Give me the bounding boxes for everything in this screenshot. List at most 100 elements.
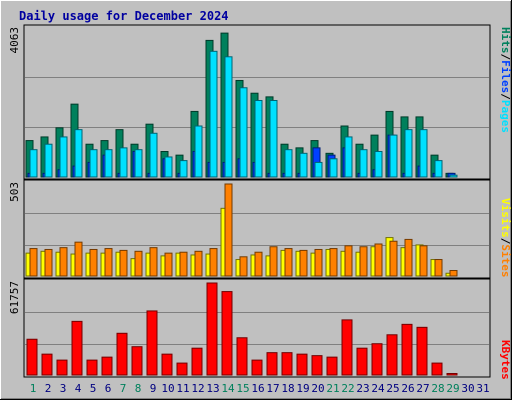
panel-frames [23, 24, 491, 378]
x-tick-label: 16 [251, 382, 264, 395]
pages-bar [224, 56, 233, 178]
kbytes-bar [161, 353, 173, 376]
kbytes-bar [26, 338, 38, 376]
sites-bar [389, 240, 398, 277]
x-tick-label: 25 [386, 382, 399, 395]
sites-bar [299, 249, 308, 277]
kbytes-bar [416, 326, 428, 376]
sites-bar [359, 246, 368, 277]
pages-bar [134, 149, 143, 178]
sites-bar [284, 248, 293, 277]
x-tick-label: 1 [30, 382, 37, 395]
sites-bar [269, 246, 278, 277]
kbytes-bar [41, 353, 53, 376]
legend-hits: Hits [499, 27, 512, 54]
x-tick-label: 28 [431, 382, 444, 395]
x-tick-label: 19 [296, 382, 309, 395]
x-tick-label: 13 [206, 382, 219, 395]
sites-bar [149, 247, 158, 277]
legend-sites: Sites [499, 244, 512, 277]
pages-bar [299, 152, 308, 178]
kbytes-bar [371, 343, 383, 376]
x-tick-label: 17 [266, 382, 279, 395]
kbytes-max-label: 61757 [8, 281, 21, 314]
x-axis-labels: 1 2 3 4 5 6 7 8 9 10 11 12 13 14 15 16 17 18 19 20 21 22 23 24 2… [30, 382, 490, 395]
x-tick-label: 30 [461, 382, 474, 395]
sites-bar [374, 243, 383, 277]
x-tick-label: 18 [281, 382, 294, 395]
x-tick-label: 24 [371, 382, 385, 395]
sites-bar [44, 248, 53, 277]
pages-bar [389, 134, 398, 178]
kbytes-bar [356, 347, 368, 376]
hits-max-label: 4063 [8, 27, 21, 54]
legend-pages: Pages [499, 100, 512, 133]
legend-hits-panel: Hits/Files/Pages [499, 27, 512, 133]
legend-kbytes-panel: KBytes [499, 340, 512, 380]
kbytes-bar [191, 347, 203, 376]
sites-bar [434, 259, 443, 277]
sites-bar [209, 248, 218, 277]
sites-bar [74, 241, 83, 277]
legend-visits: Visits [499, 198, 512, 238]
pages-bar [434, 160, 443, 178]
pages-bar [404, 129, 413, 178]
sites-bar [119, 249, 128, 277]
sites-bar [134, 250, 143, 277]
bars-layer [25, 32, 458, 376]
sites-bar [29, 248, 38, 277]
sites-bar [59, 247, 68, 277]
kbytes-bar [266, 352, 278, 376]
pages-bar [119, 147, 128, 178]
kbytes-bar [311, 355, 323, 376]
x-tick-label: 8 [135, 382, 142, 395]
kbytes-bar [251, 359, 263, 376]
kbytes-bar [401, 323, 413, 376]
kbytes-bar [431, 362, 443, 376]
kbytes-bar [131, 346, 143, 376]
kbytes-bar [206, 282, 218, 376]
sites-bar [419, 245, 428, 277]
x-tick-label: 21 [326, 382, 339, 395]
x-tick-label: 29 [446, 382, 459, 395]
pages-bar [194, 125, 203, 178]
sites-bar [254, 251, 263, 277]
x-tick-label: 4 [75, 382, 82, 395]
legend-kbytes: KBytes [499, 340, 512, 380]
sites-bar [404, 238, 413, 277]
x-tick-label: 31 [476, 382, 489, 395]
x-tick-label: 10 [161, 382, 174, 395]
kbytes-bar [296, 353, 308, 376]
x-tick-label: 11 [176, 382, 189, 395]
x-tick-label: 3 [60, 382, 67, 395]
x-tick-label: 12 [191, 382, 204, 395]
kbytes-bar [221, 291, 233, 376]
kbytes-bar [236, 337, 248, 376]
legend-visits-panel: Visits/Sites [499, 198, 512, 278]
kbytes-bar [86, 359, 98, 376]
pages-bar [254, 100, 263, 178]
pages-bar [329, 158, 338, 178]
x-tick-label: 7 [120, 382, 127, 395]
pages-bar [344, 136, 353, 178]
kbytes-bar [326, 356, 338, 376]
sites-bar [449, 270, 458, 277]
pages-bar [239, 87, 248, 178]
kbytes-bar [71, 320, 83, 376]
sites-bar [239, 256, 248, 277]
sites-bar [89, 248, 98, 277]
kbytes-bar [116, 332, 128, 376]
sites-bar [329, 248, 338, 277]
pages-bar [29, 149, 38, 178]
pages-bar [374, 151, 383, 178]
x-tick-label: 6 [105, 382, 112, 395]
pages-bar [419, 129, 428, 178]
hits-panel [23, 24, 491, 180]
x-tick-label: 20 [311, 382, 324, 395]
kbytes-bar [446, 373, 458, 376]
svg-text:Hits/Files/Pages: Hits/Files/Pages [499, 27, 512, 133]
x-tick-label: 27 [416, 382, 429, 395]
pages-bar [179, 160, 188, 178]
